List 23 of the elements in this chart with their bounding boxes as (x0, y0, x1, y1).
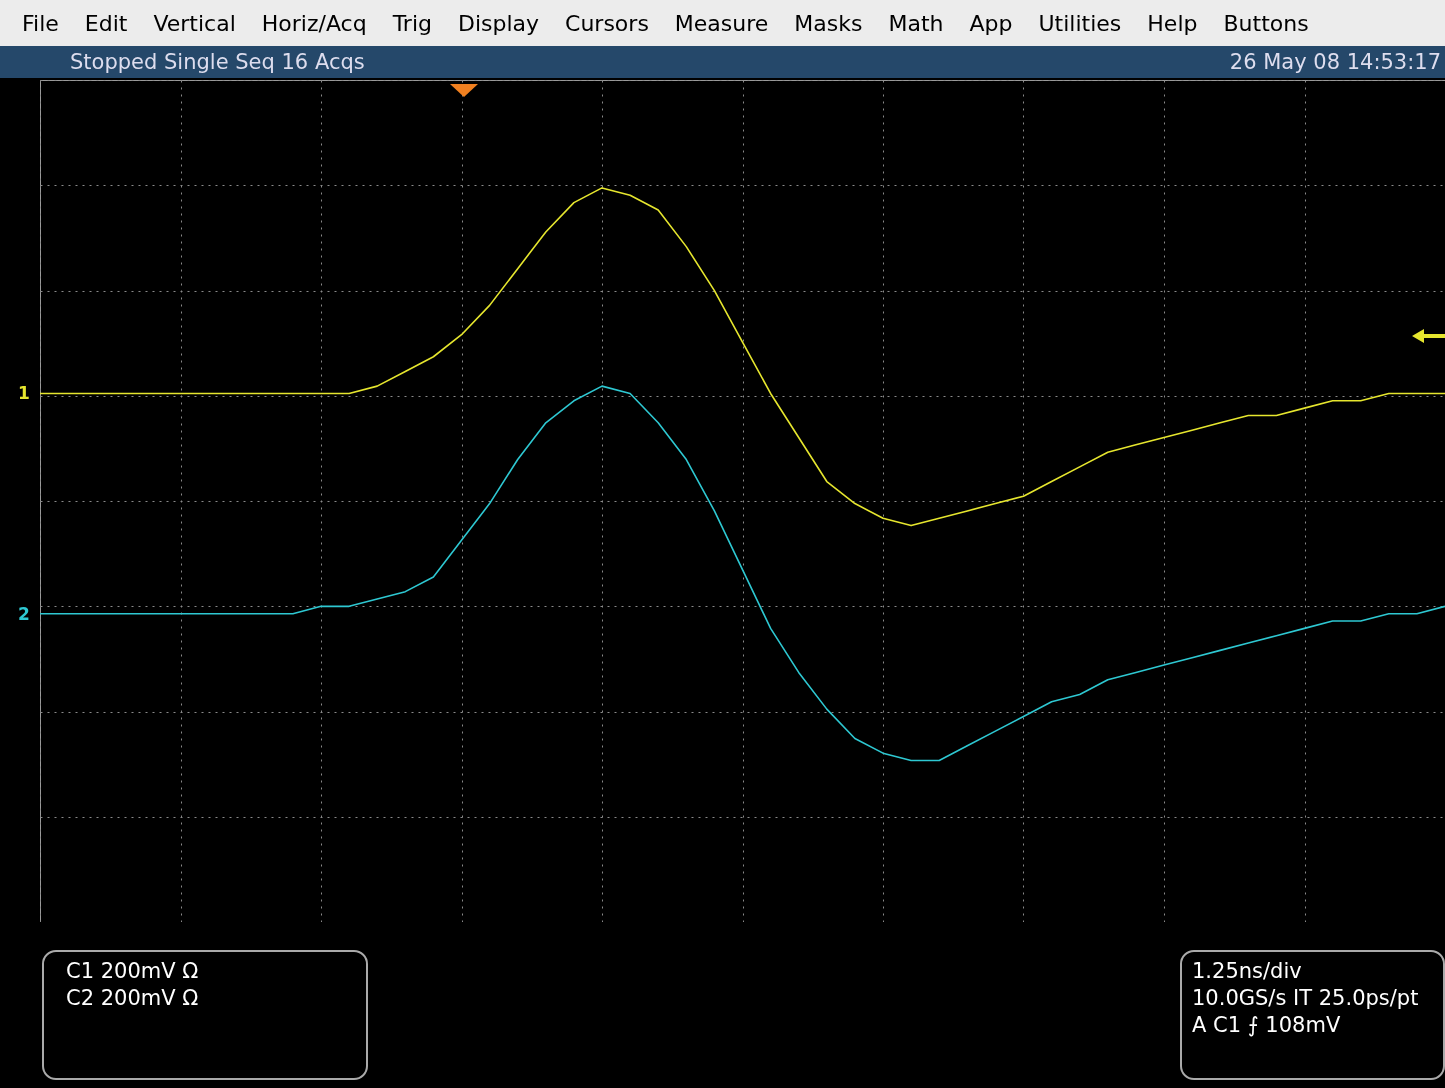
text: Utilities (1038, 10, 1122, 36)
text: Buttons (1223, 10, 1309, 36)
text: App (969, 10, 1013, 36)
text: A C1 ⨍ 108mV (1192, 1013, 1341, 1037)
text: Vertical (153, 10, 236, 36)
text: C2 200mV Ω (66, 986, 199, 1010)
text: Measure (674, 10, 769, 36)
text: File (22, 10, 59, 36)
text: Trig (392, 10, 432, 36)
series-label: 1 (17, 383, 31, 404)
text: Edit (84, 10, 128, 36)
text: Display (457, 10, 540, 36)
chart-subtitle: 26 May 08 14:53:17 (1229, 50, 1441, 74)
text: Help (1147, 10, 1198, 36)
text: Math (888, 10, 944, 36)
chart-title: Stopped Single Seq 16 Acqs (70, 50, 365, 74)
text: 10.0GS/s IT 25.0ps/pt (1192, 986, 1419, 1010)
series-label: 2 (17, 603, 31, 624)
text: Cursors (565, 10, 649, 36)
text: C1 200mV Ω (66, 959, 199, 983)
text: 1.25ns/div (1192, 959, 1302, 983)
text: Horiz/Acq (261, 10, 367, 36)
text: Masks (794, 10, 863, 36)
